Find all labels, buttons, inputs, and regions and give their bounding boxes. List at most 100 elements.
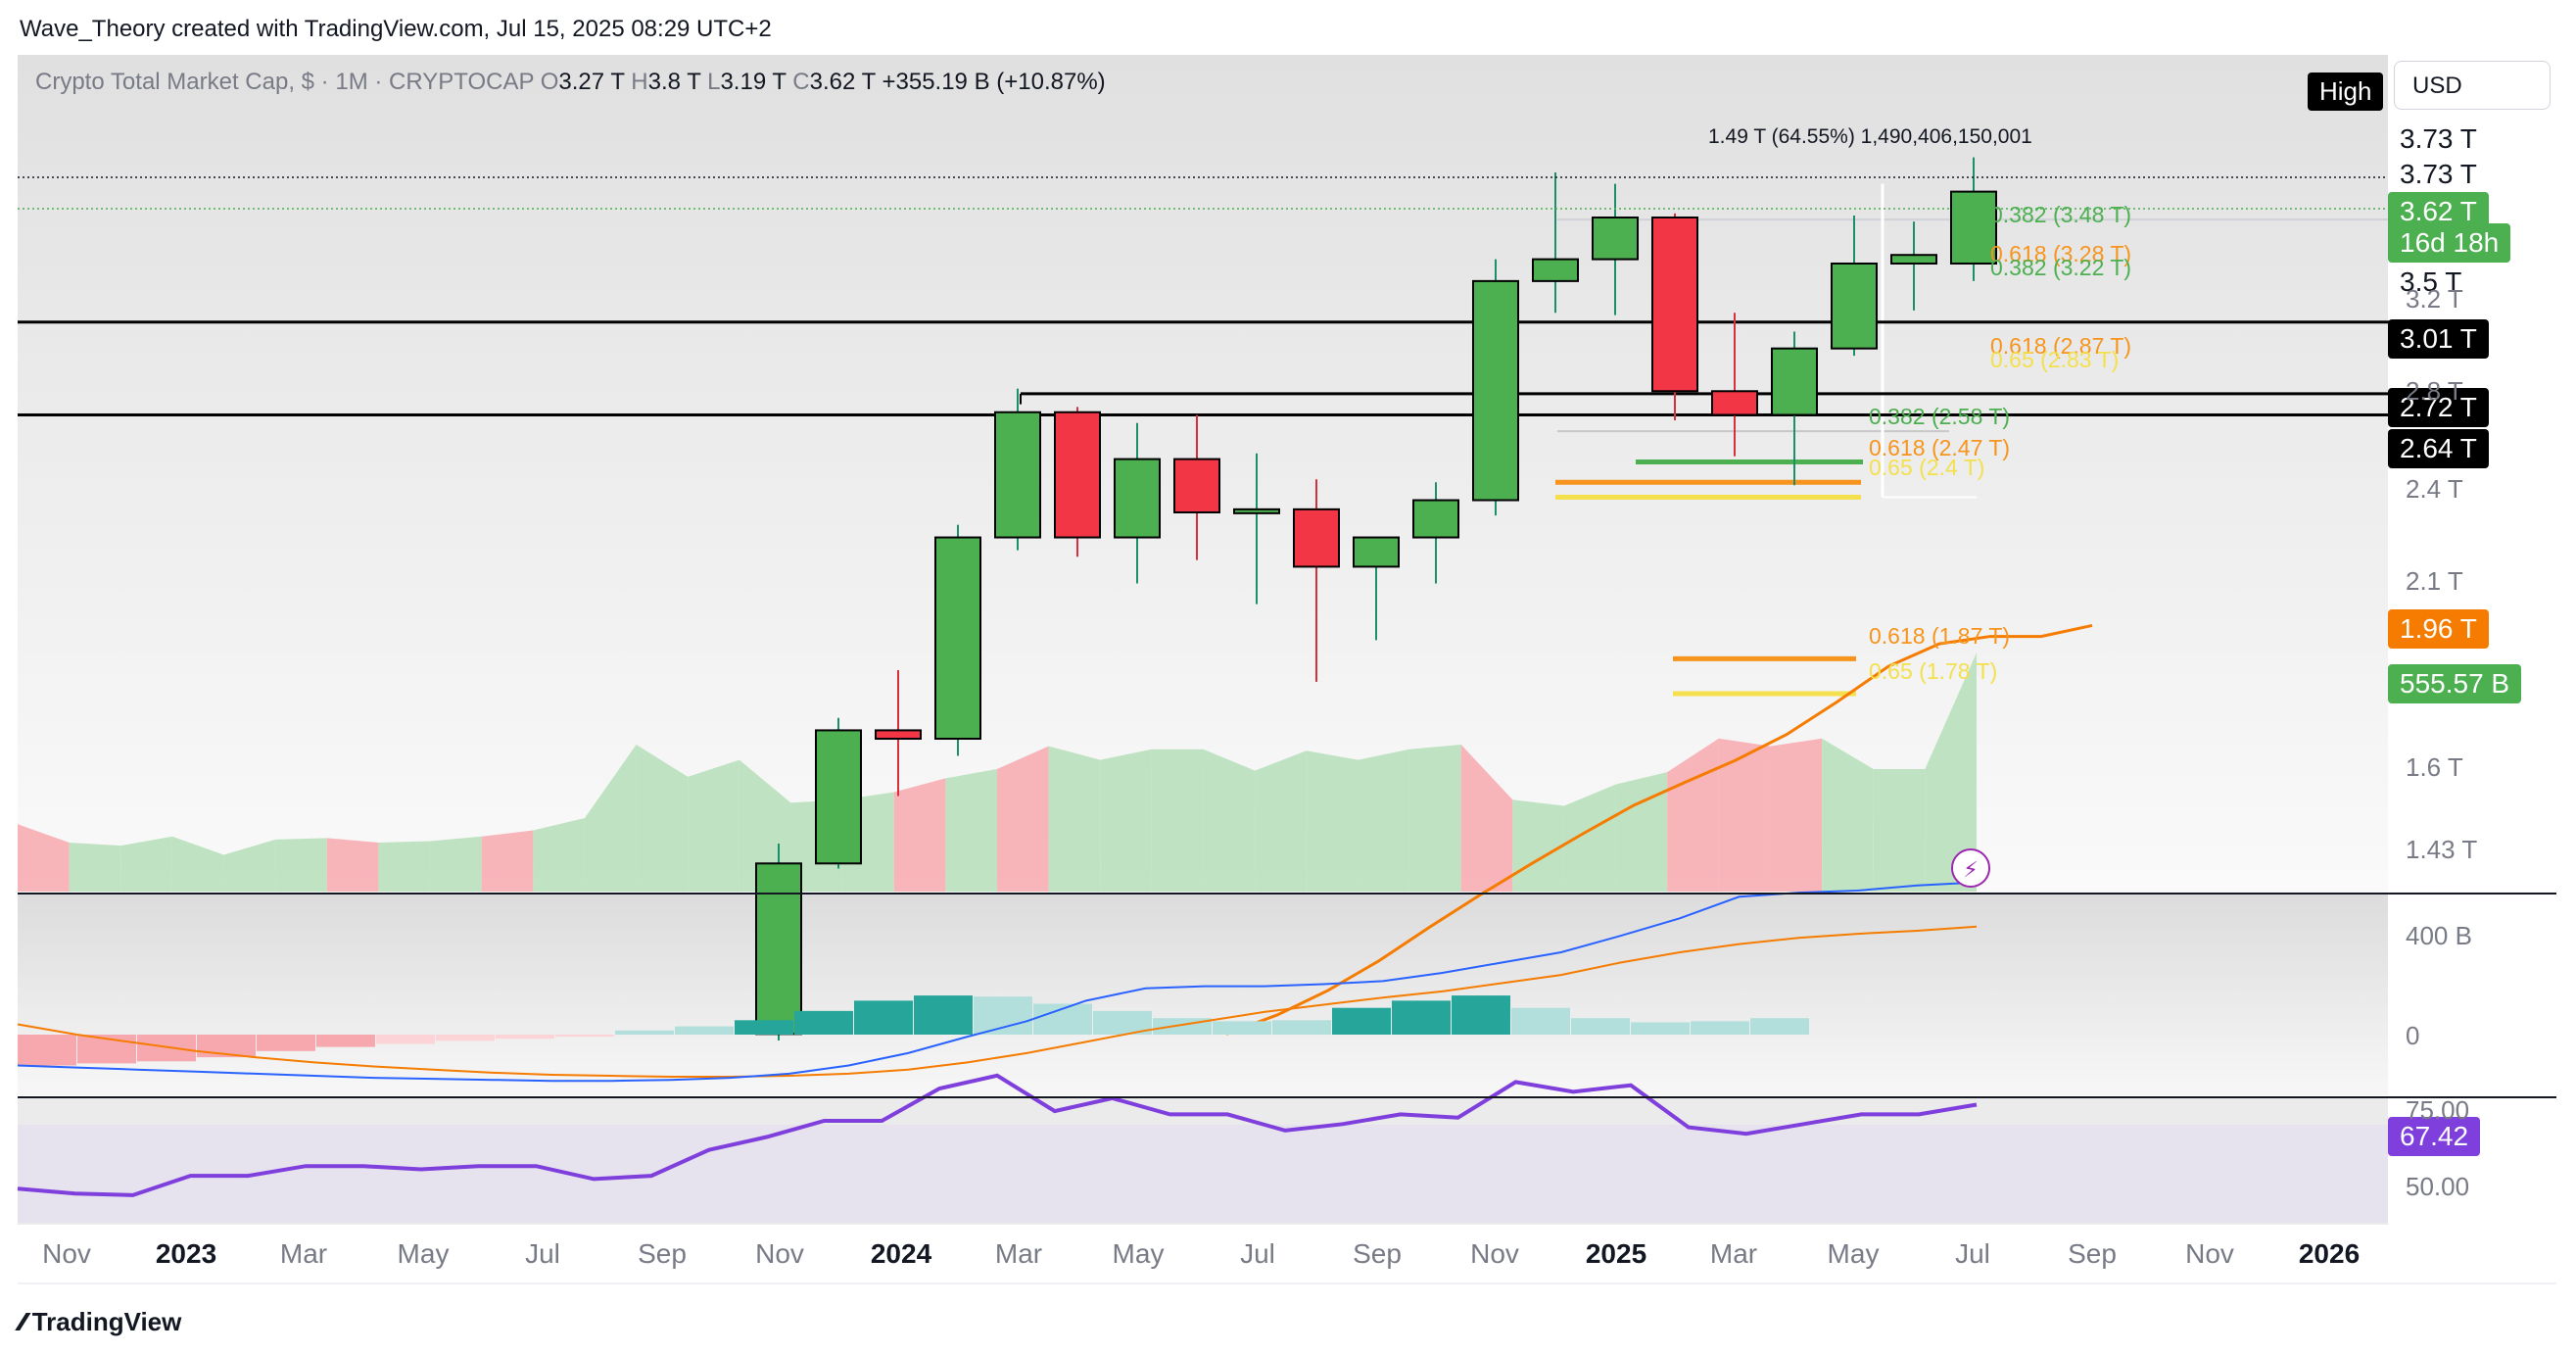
rsi-tick: 75.00 bbox=[2406, 1095, 2470, 1125]
candle-body bbox=[1353, 536, 1400, 568]
price-label: 2.64 T bbox=[2388, 429, 2489, 468]
fib-label: 0.65 (1.78 T) bbox=[1869, 658, 1998, 684]
time-tick: Nov bbox=[2185, 1238, 2234, 1269]
volume-segment bbox=[1873, 769, 1926, 892]
macd-histogram-bar bbox=[1571, 1018, 1630, 1035]
time-tick: Sep bbox=[638, 1238, 687, 1269]
fib-label: 0.65 (2.4 T) bbox=[1869, 455, 1985, 480]
volume-segment bbox=[1770, 738, 1823, 892]
high-label: H bbox=[631, 69, 648, 95]
time-tick: 2023 bbox=[155, 1238, 217, 1269]
change-value: +355.19 B (+10.87%) bbox=[882, 69, 1106, 95]
volume-segment bbox=[1667, 738, 1719, 892]
tradingview-logo[interactable]: ⁄⁄ TradingView bbox=[20, 1307, 181, 1337]
candle-body bbox=[1173, 458, 1220, 513]
candle-layer bbox=[755, 157, 1997, 1040]
candle-body bbox=[755, 862, 802, 1036]
macd-histogram-bar bbox=[794, 1010, 853, 1035]
symbol-legend[interactable]: Crypto Total Market Cap, $ · 1M · CRYPTO… bbox=[35, 69, 1106, 96]
macd-tick: 0 bbox=[2406, 1021, 2420, 1050]
price-label: 555.57 B bbox=[2388, 664, 2522, 703]
volume-segment bbox=[1151, 749, 1204, 892]
volume-segment bbox=[1460, 745, 1513, 892]
time-tick: Jul bbox=[1955, 1238, 1990, 1269]
symbol-name[interactable]: Crypto Total Market Cap, $ · 1M · CRYPTO… bbox=[35, 69, 535, 95]
volume-segment bbox=[1512, 799, 1564, 892]
time-tick: 2024 bbox=[870, 1238, 932, 1269]
price-label: 2.72 T bbox=[2388, 388, 2489, 427]
candle-body bbox=[1711, 390, 1758, 416]
volume-segment bbox=[636, 745, 689, 892]
volume-segment bbox=[1822, 738, 1874, 892]
price-label: 3.73 T bbox=[2388, 120, 2489, 159]
time-tick: Nov bbox=[42, 1238, 91, 1269]
time-tick: May bbox=[1827, 1238, 1880, 1269]
candle-body bbox=[1054, 411, 1101, 539]
time-tick: 2025 bbox=[1585, 1238, 1647, 1269]
rsi-layer bbox=[17, 1073, 1978, 1197]
macd-histogram-bar bbox=[1691, 1021, 1749, 1035]
currency-button[interactable]: USD bbox=[2394, 61, 2551, 110]
candle-body bbox=[1293, 508, 1340, 568]
volume-segment bbox=[69, 843, 121, 892]
fib-label: 0.65 (2.83 T) bbox=[1990, 347, 2120, 372]
time-tick: May bbox=[1112, 1238, 1165, 1269]
macd-histogram-bar bbox=[1213, 1021, 1271, 1035]
price-label: 3.73 T bbox=[2388, 155, 2489, 194]
macd-histogram-bar bbox=[555, 1035, 614, 1038]
time-tick: Mar bbox=[994, 1238, 1043, 1269]
candle-body bbox=[1412, 499, 1459, 539]
volume-segment bbox=[1563, 784, 1616, 892]
volume-segment bbox=[1718, 738, 1771, 892]
time-tick: Nov bbox=[1470, 1238, 1519, 1269]
price-label: 3.01 T bbox=[2388, 319, 2489, 359]
levels-layer bbox=[18, 320, 2395, 416]
price-tick: 1.43 T bbox=[2406, 835, 2478, 864]
macd-histogram-bar bbox=[675, 1026, 734, 1035]
candle-body bbox=[1890, 254, 1937, 266]
price-tick: 3.2 T bbox=[2406, 284, 2463, 314]
macd-pane-bg bbox=[18, 894, 2388, 1095]
volume-segment bbox=[481, 830, 534, 892]
volume-segment bbox=[1048, 746, 1101, 892]
macd-histogram-bar bbox=[18, 1035, 76, 1066]
volume-layer bbox=[18, 653, 1977, 892]
macd-histogram-bar bbox=[436, 1035, 495, 1041]
rsi-line bbox=[17, 1073, 1978, 1197]
candle-body bbox=[1233, 508, 1280, 514]
ema-line bbox=[1225, 623, 2093, 1036]
open-label: O bbox=[540, 69, 559, 95]
price-tick: 2.4 T bbox=[2406, 474, 2463, 504]
low-label: L bbox=[707, 69, 721, 95]
candle-body bbox=[1771, 347, 1818, 416]
candle-body bbox=[1472, 279, 1519, 502]
candle-body bbox=[1592, 217, 1639, 261]
fib-label: 0.618 (3.28 T) bbox=[1990, 241, 2132, 266]
macd-histogram-bar bbox=[1332, 1007, 1391, 1035]
fib-label: 0.382 (2.58 T) bbox=[1869, 404, 2011, 429]
candle-body bbox=[1651, 217, 1698, 393]
price-tick: 2.1 T bbox=[2406, 566, 2463, 596]
low-value: 3.19 T bbox=[720, 69, 787, 95]
candle-body bbox=[875, 729, 922, 741]
macd-histogram-bar bbox=[615, 1030, 674, 1035]
volume-segment bbox=[1409, 745, 1461, 892]
volume-segment bbox=[1100, 749, 1152, 892]
price-tick: 1.6 T bbox=[2406, 752, 2463, 782]
macd-histogram-bar bbox=[376, 1035, 435, 1044]
price-tick: 2.8 T bbox=[2406, 376, 2463, 406]
time-tick: 2026 bbox=[2298, 1238, 2361, 1269]
volume-segment bbox=[430, 836, 482, 892]
time-tick: Mar bbox=[279, 1238, 328, 1269]
time-tick: Sep bbox=[2068, 1238, 2117, 1269]
time-tick: Sep bbox=[1353, 1238, 1402, 1269]
time-tick: Mar bbox=[1709, 1238, 1758, 1269]
price-label: 16d 18h bbox=[2388, 223, 2511, 263]
price-label: 3.5 T bbox=[2388, 263, 2474, 302]
macd-histogram-bar bbox=[1452, 995, 1510, 1035]
lightning-icon[interactable]: ⚡ bbox=[1951, 848, 1990, 888]
volume-segment bbox=[584, 745, 637, 892]
macd-histogram-bar bbox=[735, 1020, 793, 1035]
ema-layer bbox=[1225, 623, 2093, 1036]
